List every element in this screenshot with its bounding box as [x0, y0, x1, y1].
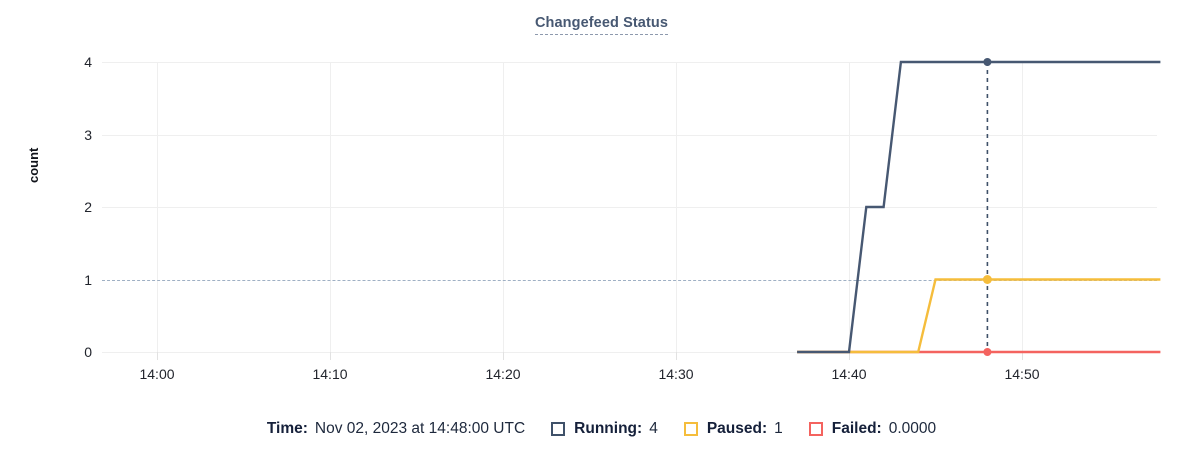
x-tick-mark-1400: [157, 352, 158, 360]
x-tick-mark-1450: [1022, 352, 1023, 360]
x-tick-mark-1420: [503, 352, 504, 360]
y-axis-ticks: 4 3 2 1 0: [22, 54, 92, 360]
x-tick-1440: 14:40: [831, 366, 867, 382]
gridline-y-3: [102, 134, 1157, 136]
y-tick-2: 2: [84, 199, 92, 215]
legend-item-paused[interactable]: Paused: 1: [683, 420, 783, 438]
x-tick-mark-1410: [330, 352, 331, 360]
x-tick-1450: 14:50: [1004, 366, 1040, 382]
gridline-x-1440: [849, 62, 850, 352]
x-tick-1430: 14:30: [658, 366, 694, 382]
gridline-x-1420: [503, 62, 504, 352]
legend-time-value: Nov 02, 2023 at 14:48:00 UTC: [314, 420, 526, 437]
x-tick-mark-1430: [676, 352, 677, 360]
y-tick-0: 0: [84, 344, 92, 360]
legend-time-label: Time:: [266, 420, 308, 437]
legend-swatch-paused-icon: [683, 422, 698, 436]
legend-swatch-running-icon: [551, 422, 566, 436]
x-tick-1410: 14:10: [312, 366, 348, 382]
legend-value-failed: 0.0000: [888, 420, 937, 437]
reference-line-y-1: [102, 279, 1157, 281]
gridline-y-2: [102, 207, 1157, 208]
plot-area: [102, 62, 1157, 353]
legend-item-running[interactable]: Running: 4: [551, 420, 658, 438]
y-tick-3: 3: [84, 126, 92, 143]
gridline-y-4: [102, 62, 1157, 63]
gridline-x-1400: [157, 62, 158, 352]
chart-legend: Time: Nov 02, 2023 at 14:48:00 UTC Runni…: [0, 420, 1203, 438]
legend-value-paused: 1: [774, 420, 783, 437]
chart-title-text: Changefeed Status: [534, 15, 669, 35]
chart-title: Changefeed Status: [0, 15, 1203, 35]
gridline-x-1430: [676, 62, 677, 352]
x-tick-1420: 14:20: [485, 366, 521, 382]
y-tick-4: 4: [84, 54, 92, 70]
legend-label-running: Running:: [574, 420, 643, 437]
gridline-x-1410: [330, 62, 331, 352]
y-tick-1: 1: [84, 271, 92, 288]
legend-label-paused: Paused:: [706, 420, 768, 437]
legend-value-running: 4: [649, 420, 658, 437]
legend-label-failed: Failed:: [831, 420, 882, 437]
legend-item-failed[interactable]: Failed: 0.0000: [808, 420, 937, 438]
x-tick-1400: 14:00: [139, 366, 175, 382]
legend-time: Time: Nov 02, 2023 at 14:48:00 UTC: [267, 420, 525, 438]
x-tick-mark-1440: [849, 352, 850, 360]
x-axis-ticks: 14:00 14:10 14:20 14:30 14:40 14:50: [0, 366, 1203, 388]
gridline-x-1450: [1022, 62, 1023, 352]
legend-swatch-failed-icon: [808, 422, 823, 436]
gridline-y-0: [102, 352, 1157, 353]
